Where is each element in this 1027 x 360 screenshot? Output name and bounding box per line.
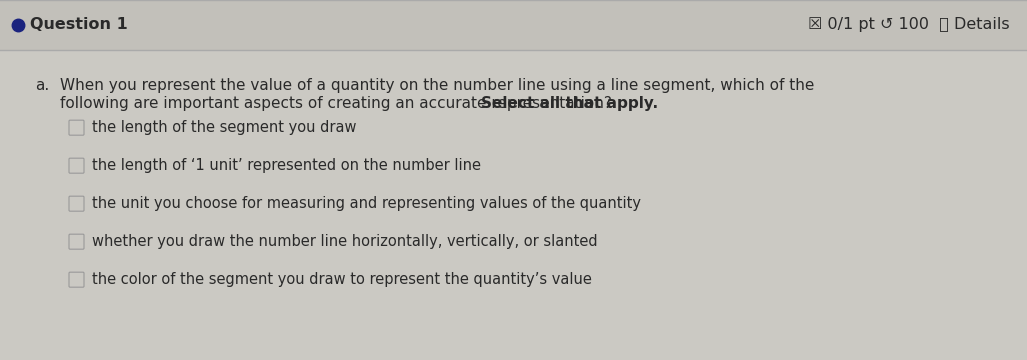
Bar xyxy=(0,0,1027,50)
Text: Select all that apply.: Select all that apply. xyxy=(482,96,658,111)
Text: the length of the segment you draw: the length of the segment you draw xyxy=(92,120,356,135)
Text: the color of the segment you draw to represent the quantity’s value: the color of the segment you draw to rep… xyxy=(92,272,592,287)
Text: When you represent the value of a quantity on the number line using a line segme: When you represent the value of a quanti… xyxy=(60,78,814,93)
Text: the unit you choose for measuring and representing values of the quantity: the unit you choose for measuring and re… xyxy=(92,196,641,211)
Text: the length of ‘1 unit’ represented on the number line: the length of ‘1 unit’ represented on th… xyxy=(92,158,481,173)
Text: Question 1: Question 1 xyxy=(30,17,127,32)
Text: ☒ 0/1 pt ↺ 100  ⓘ Details: ☒ 0/1 pt ↺ 100 ⓘ Details xyxy=(808,17,1010,32)
Text: following are important aspects of creating an accurate representation?: following are important aspects of creat… xyxy=(60,96,617,111)
Text: a.: a. xyxy=(35,78,49,93)
Text: whether you draw the number line horizontally, vertically, or slanted: whether you draw the number line horizon… xyxy=(92,234,598,249)
